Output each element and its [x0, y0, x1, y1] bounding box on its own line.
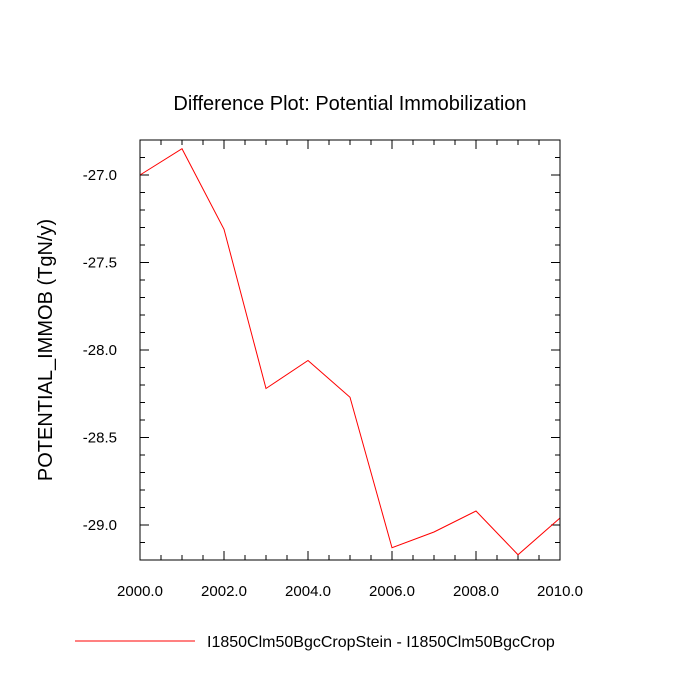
x-tick-label: 2000.0 [117, 583, 163, 600]
series-line [139, 148, 561, 556]
x-tick-label: 2002.0 [201, 583, 247, 600]
x-tick-label: 2010.0 [537, 583, 583, 600]
x-tick-label: 2006.0 [369, 583, 415, 600]
y-tick-label: -28.5 [83, 430, 117, 447]
y-tick-label: -27.0 [83, 167, 117, 184]
legend: I1850Clm50BgcCropStein - I1850Clm50BgcCr… [75, 634, 555, 651]
y-tick-label: -28.0 [83, 342, 117, 359]
chart-title: Difference Plot: Potential Immobilizatio… [173, 93, 526, 115]
axis-ticks: 2000.0 2002.0 2004.0 2006.0 2008.0 2010.0 -27.… [83, 139, 583, 600]
y-tick-label: -27.5 [83, 255, 117, 272]
x-tick-label: 2008.0 [453, 583, 499, 600]
legend-label: I1850Clm50BgcCropStein - I1850Clm50BgcCr… [207, 634, 555, 651]
plot-frame [139, 139, 561, 561]
y-axis-title: POTENTIAL_IMMOB (TgN/y) [35, 219, 57, 481]
plot-marks [139, 148, 561, 556]
y-tick-label: -29.0 [83, 517, 117, 534]
x-tick-label: 2004.0 [285, 583, 331, 600]
